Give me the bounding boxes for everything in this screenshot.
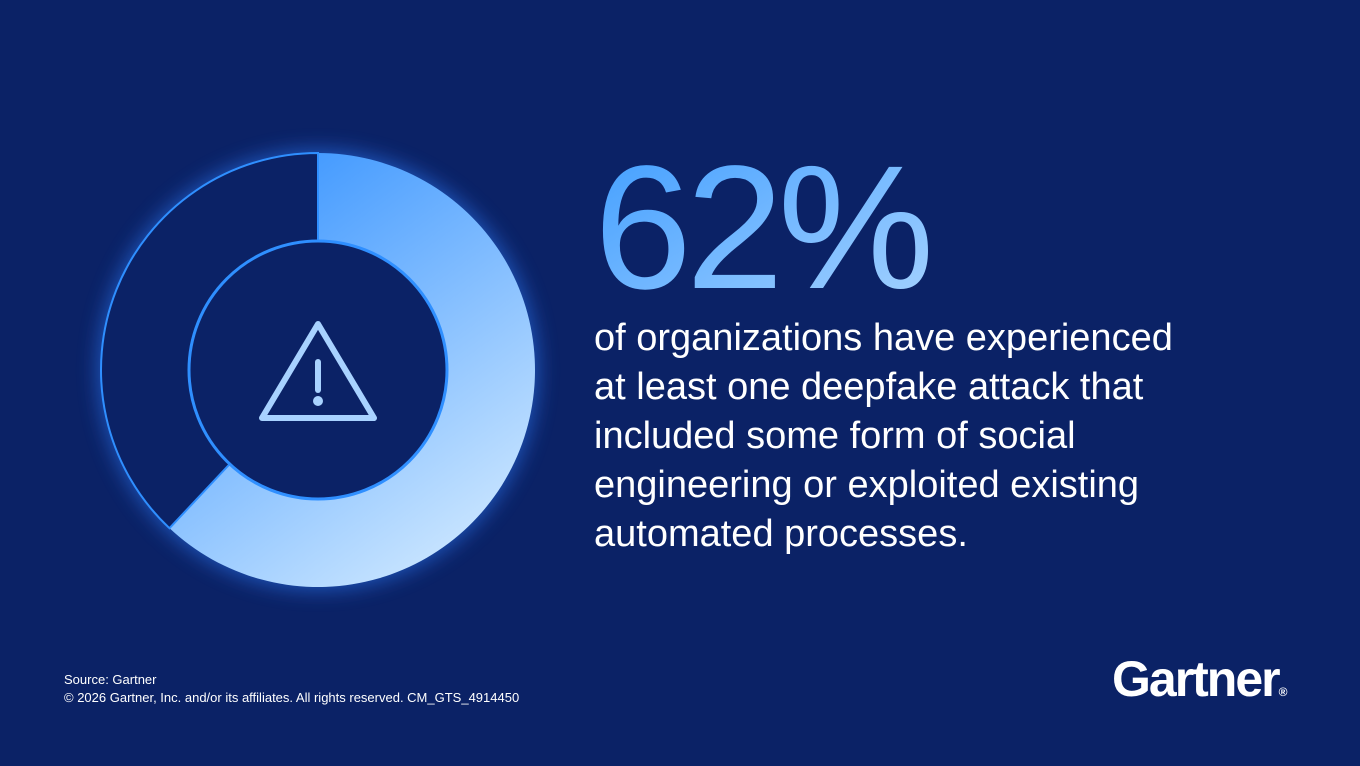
warning-icon	[259, 321, 377, 421]
big-percentage: 62%	[594, 130, 929, 326]
description-line: automated processes.	[594, 513, 968, 555]
footer: Source: Gartner © 2026 Gartner, Inc. and…	[64, 671, 519, 707]
copyright: © 2026 Gartner, Inc. and/or its affiliat…	[64, 690, 520, 705]
donut-segment	[169, 153, 535, 587]
logo: Gartner®	[1112, 650, 1287, 708]
description: of organizations have experienced at leas…	[594, 314, 1173, 559]
description-line: at least one deepfake attack that	[594, 366, 1144, 408]
logo-text: Gartner	[1112, 651, 1281, 707]
description-line: included some form of social	[594, 415, 1076, 457]
description-line: of organizations have experienced	[594, 317, 1173, 359]
registered-mark: ®	[1278, 685, 1288, 699]
source: Source: Gartner	[64, 672, 157, 687]
description-line: engineering or exploited existing	[594, 464, 1140, 506]
